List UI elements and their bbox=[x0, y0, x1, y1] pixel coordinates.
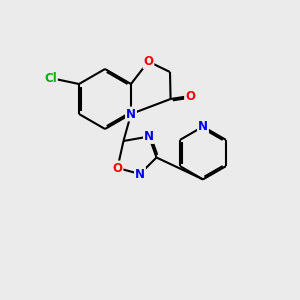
Text: O: O bbox=[112, 161, 122, 175]
Text: N: N bbox=[126, 107, 136, 121]
Text: N: N bbox=[144, 130, 154, 143]
Text: O: O bbox=[143, 55, 153, 68]
Text: O: O bbox=[185, 89, 195, 103]
Text: N: N bbox=[135, 167, 145, 181]
Text: Cl: Cl bbox=[44, 71, 57, 85]
Text: N: N bbox=[198, 120, 208, 133]
